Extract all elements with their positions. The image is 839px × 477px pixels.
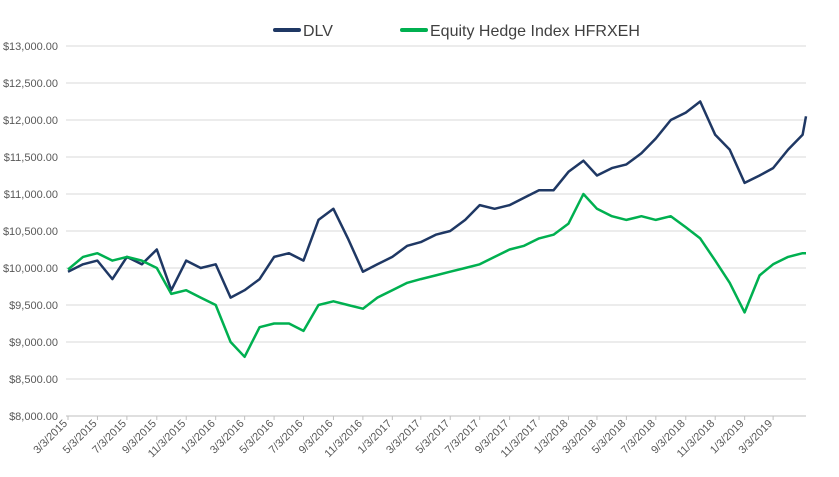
gridlines — [66, 45, 806, 380]
y-tick-label: $10,000.00 — [3, 263, 58, 275]
series-line-dlv — [67, 100, 808, 299]
y-tick-label: $11,500.00 — [4, 152, 58, 164]
y-tick-label: $8,000.00 — [9, 411, 58, 423]
y-tick-label: $10,500.00 — [3, 226, 58, 238]
y-tick-label: $8,500.00 — [9, 374, 58, 386]
legend-item-hfrxeh: Equity Hedge Index HFRXEH — [400, 23, 640, 40]
legend: DLV Equity Hedge Index HFRXEH — [273, 23, 640, 40]
legend-item-dlv: DLV — [273, 23, 333, 40]
y-tick-label: $12,000.00 — [3, 115, 58, 127]
x-axis-tick-labels: 3/3/20155/3/20157/3/20159/3/201511/3/201… — [31, 416, 775, 460]
y-tick-label: $11,000.00 — [4, 189, 58, 201]
series-lines — [67, 100, 808, 359]
y-tick-label: $9,000.00 — [9, 337, 58, 349]
y-tick-label: $12,500.00 — [3, 78, 58, 90]
y-tick-label: $9,500.00 — [9, 300, 58, 312]
legend-label-hfrxeh: Equity Hedge Index HFRXEH — [430, 23, 640, 40]
y-axis-tick-labels: $8,000.00 $8,500.00 $9,000.00 $9,500.00 $10,… — [3, 41, 58, 423]
y-tick-label: $13,000.00 — [3, 41, 58, 53]
legend-label-dlv: DLV — [303, 23, 333, 40]
series-line-hfrxeh — [67, 192, 806, 359]
